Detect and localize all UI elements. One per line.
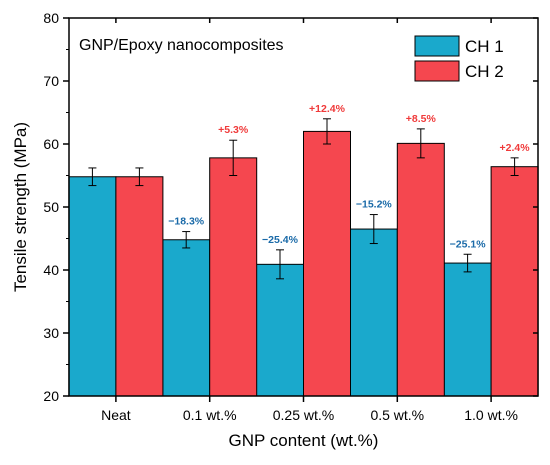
error-bar-ch2-3 xyxy=(416,128,425,159)
bar-ch2-0 xyxy=(115,176,164,397)
x-tick-label: 0.25 wt.% xyxy=(273,407,334,423)
bar-ch1-0 xyxy=(68,176,117,397)
bars-layer xyxy=(68,118,539,397)
legend-label-ch1: CH 1 xyxy=(465,37,504,56)
chart-title: GNP/Epoxy nanocomposites xyxy=(79,37,284,54)
x-tick-label: Neat xyxy=(101,407,131,423)
bar-ch2-2 xyxy=(303,130,351,397)
y-tick-label: 40 xyxy=(43,262,59,278)
y-tick-label: 60 xyxy=(43,136,59,152)
bar-ch1-4 xyxy=(443,262,492,397)
axis-layer: 20 30 40 50 60 70 80 Neat 0.1 wt.% 0.25 wt.% 0.5 w… xyxy=(43,10,538,423)
percent-label-ch1-2: −25.4% xyxy=(262,234,299,246)
error-bar-ch2-2 xyxy=(323,118,331,145)
x-tick-label: 1.0 wt.% xyxy=(464,407,518,423)
y-axis-title: Tensile strength (MPa) xyxy=(11,122,30,292)
error-bar-ch2-0 xyxy=(135,167,144,187)
percent-label-ch1-3: −15.2% xyxy=(356,199,393,211)
error-bar-ch1-1 xyxy=(182,231,191,249)
x-axis-title: GNP content (wt.%) xyxy=(229,431,379,450)
error-bar-ch1-2 xyxy=(276,249,284,280)
bar-ch1-3 xyxy=(349,228,398,397)
percent-label-ch1-4: −25.1% xyxy=(450,238,487,250)
error-bar-ch2-1 xyxy=(229,139,238,176)
percent-label-ch2-2: +12.4% xyxy=(309,103,346,115)
percent-label-ch1-1: −18.3% xyxy=(168,216,205,228)
error-bar-ch1-3 xyxy=(369,214,378,245)
error-bar-ch2-4 xyxy=(510,157,519,176)
x-tick-label: 0.1 wt.% xyxy=(183,407,237,423)
error-bar-ch1-4 xyxy=(463,253,472,273)
legend-label-ch2: CH 2 xyxy=(465,62,504,81)
x-tick-label: 0.5 wt.% xyxy=(370,407,424,423)
y-tick-label: 30 xyxy=(43,325,59,341)
labels-layer: −18.3% −25.4% −15.2% −25.1% +5.3% +12.4% +8.5%… xyxy=(168,103,530,250)
legend-swatch-ch1 xyxy=(414,35,460,57)
y-tick-label: 50 xyxy=(43,199,59,215)
bar-ch2-3 xyxy=(396,142,445,397)
percent-label-ch2-1: +5.3% xyxy=(218,124,249,136)
bar-ch2-4 xyxy=(490,166,539,397)
legend: CH 1 CH 2 xyxy=(414,35,504,82)
bar-ch1-2 xyxy=(256,263,304,397)
y-tick-label: 80 xyxy=(43,10,59,26)
percent-label-ch2-4: +2.4% xyxy=(500,142,531,154)
percent-label-ch2-3: +8.5% xyxy=(406,113,437,125)
bar-ch2-1 xyxy=(209,157,258,397)
y-tick-label: 70 xyxy=(43,73,59,89)
y-tick-label: 20 xyxy=(43,388,59,404)
error-bar-ch1-0 xyxy=(88,167,97,187)
legend-swatch-ch2 xyxy=(414,60,460,82)
bar-ch1-1 xyxy=(162,239,211,397)
